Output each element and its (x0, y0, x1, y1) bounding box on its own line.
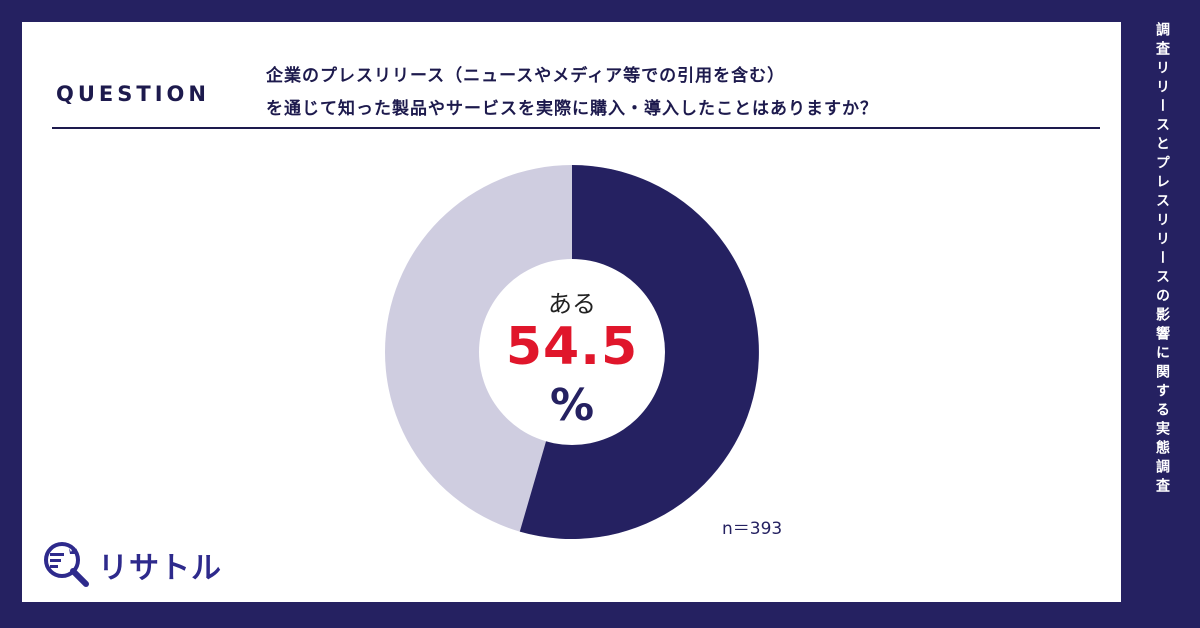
center-label: ある (548, 290, 596, 318)
question-text: 企業のプレスリリース（ニュースやメディア等での引用を含む） を通じて知った製品や… (266, 60, 878, 126)
logo-text: リサトル (98, 551, 222, 586)
question-label: QUESTION (56, 82, 210, 106)
side-title: 調査リリースとプレスリリースの影響に関する実態調査 (1154, 22, 1170, 497)
center-unit: % (549, 380, 595, 431)
question-line-1: 企業のプレスリリース（ニュースやメディア等での引用を含む） (266, 66, 786, 86)
donut-chart (385, 165, 759, 539)
card: QUESTION 企業のプレスリリース（ニュースやメディア等での引用を含む） を… (22, 22, 1121, 602)
divider (52, 127, 1100, 129)
logo: リサトル (40, 538, 222, 592)
sample-size: n＝393 (722, 519, 783, 539)
magnifier-icon (44, 542, 89, 587)
donut-hole (479, 259, 665, 445)
question-line-2: を通じて知った製品やサービスを実際に購入・導入したことはありますか？ (266, 99, 878, 119)
center-value: 54.5 (505, 317, 639, 377)
